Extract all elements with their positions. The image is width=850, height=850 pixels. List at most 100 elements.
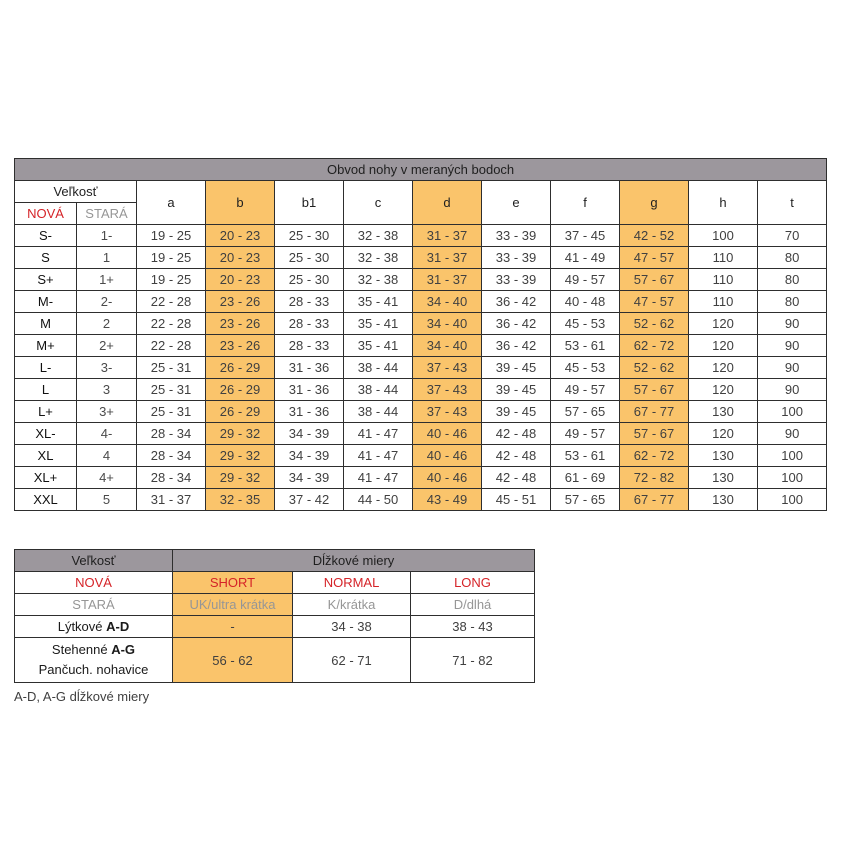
new-size-cell: S [14,246,77,269]
measurement-cell: 35 - 41 [343,334,413,357]
measurement-cell: 130 [688,488,758,511]
old-size-cell: 3- [76,356,137,379]
size-row: XXL 5 31 - 37 32 - 35 37 - 42 44 - 50 43 - 49 4… [14,488,828,511]
measurement-cell: 40 - 46 [412,422,482,445]
measurement-cell: 26 - 29 [205,356,275,379]
size-row: XL 4 28 - 34 29 - 32 34 - 39 41 - 47 40 - 46 42… [14,444,828,467]
measurement-cell: 45 - 51 [481,488,551,511]
measurement-cell: 70 [756,224,828,247]
old-size-cell: 4 [76,444,137,467]
measurement-cell: 32 - 38 [343,224,413,247]
calf-label: Lýtkové A-D [14,615,173,638]
measurement-cell: 28 - 33 [274,312,344,335]
measurement-cell: 90 [756,422,828,445]
measurement-cell: 120 [688,334,758,357]
size-row: S- 1- 19 - 25 20 - 23 25 - 30 32 - 38 31 - 37 3… [14,224,828,247]
measurement-cell: 20 - 23 [205,268,275,291]
measure-column-header-f: f [550,180,620,225]
measurement-cell: 45 - 53 [550,356,620,379]
thigh-long-value: 71 - 82 [410,637,535,683]
size-column-header: Veľkosť [14,180,137,203]
measurement-cell: 45 - 53 [550,312,620,335]
measurement-cell: 28 - 33 [274,334,344,357]
measurement-cell: 57 - 65 [550,400,620,423]
measurement-cell: 130 [688,466,758,489]
measurement-cell: 26 - 29 [205,378,275,401]
measurement-cell: 40 - 46 [412,444,482,467]
measurement-cell: 28 - 34 [136,444,206,467]
measurement-cell: 31 - 36 [274,400,344,423]
measurement-cell: 32 - 38 [343,268,413,291]
measurement-cell: 80 [756,246,828,269]
measurement-cell: 36 - 42 [481,312,551,335]
measurement-cell: 37 - 45 [550,224,620,247]
measurement-cell: 90 [756,334,828,357]
long-header: LONG [410,571,535,594]
measurement-cell: 41 - 47 [343,422,413,445]
measurement-cell: 57 - 65 [550,488,620,511]
thigh-short-value: 56 - 62 [172,637,293,683]
old-size-cell: 1+ [76,268,137,291]
measurement-cell: 120 [688,422,758,445]
measurement-cell: 100 [756,400,828,423]
measurement-cell: 28 - 34 [136,422,206,445]
old-size-cell: 3 [76,378,137,401]
measurement-cell: 25 - 31 [136,356,206,379]
measurement-cell: 61 - 69 [550,466,620,489]
measurement-cell: 39 - 45 [481,356,551,379]
new-size-cell: M+ [14,334,77,357]
length-size-header: Veľkosť [14,549,173,572]
measurement-cell: 29 - 32 [205,422,275,445]
measurement-cell: 34 - 40 [412,312,482,335]
measure-column-header-b1: b1 [274,180,344,225]
measurement-cell: 41 - 49 [550,246,620,269]
calf-normal-value: 34 - 38 [292,615,411,638]
measurement-cell: 22 - 28 [136,334,206,357]
measurement-cell: 49 - 57 [550,378,620,401]
measurement-cell: 100 [688,224,758,247]
measurement-cell: 22 - 28 [136,290,206,313]
measurement-cell: 29 - 32 [205,444,275,467]
measurement-cell: 31 - 37 [412,224,482,247]
measurement-cell: 28 - 33 [274,290,344,313]
measure-column-header-g: g [619,180,689,225]
old-size-cell: 2- [76,290,137,313]
measurement-cell: 39 - 45 [481,400,551,423]
old-size-cell: 5 [76,488,137,511]
measurement-cell: 36 - 42 [481,290,551,313]
measurement-cell: 34 - 39 [274,422,344,445]
measurement-cell: 120 [688,378,758,401]
measurement-cell: 100 [756,466,828,489]
measurement-cell: 57 - 67 [619,268,689,291]
measurement-cell: 35 - 41 [343,312,413,335]
measurement-cell: 19 - 25 [136,246,206,269]
length-measures-table: Veľkosť Dĺžkové miery NOVÁ SHORT NORMAL … [14,549,535,683]
old-size-cell: 3+ [76,400,137,423]
measurement-cell: 40 - 48 [550,290,620,313]
footnote: A-D, A-G dĺžkové miery [14,689,150,704]
measurement-cell: 52 - 62 [619,356,689,379]
old-size-cell: 1- [76,224,137,247]
measure-column-header-h: h [688,180,758,225]
measurement-cell: 90 [756,378,828,401]
measurement-cell: 47 - 57 [619,290,689,313]
measurement-cell: 36 - 42 [481,334,551,357]
thigh-label: Stehenné A-G Pančuch. nohavice [14,637,173,683]
short-header: SHORT [172,571,293,594]
normal-header: NORMAL [292,571,411,594]
size-row: L+ 3+ 25 - 31 26 - 29 31 - 36 38 - 44 37 - 43 3… [14,400,828,423]
new-size-cell: XXL [14,488,77,511]
measurement-cell: 72 - 82 [619,466,689,489]
measurement-cell: 42 - 48 [481,444,551,467]
measurement-cell: 25 - 31 [136,378,206,401]
measure-column-header-b: b [205,180,275,225]
size-row: M- 2- 22 - 28 23 - 26 28 - 33 35 - 41 34 - 40 3… [14,290,828,313]
measurement-cell: 25 - 30 [274,268,344,291]
new-size-cell: L+ [14,400,77,423]
measurement-cell: 80 [756,290,828,313]
old-size-cell: 4+ [76,466,137,489]
new-size-cell: M- [14,290,77,313]
measurement-cell: 34 - 39 [274,444,344,467]
measurement-cell: 43 - 49 [412,488,482,511]
